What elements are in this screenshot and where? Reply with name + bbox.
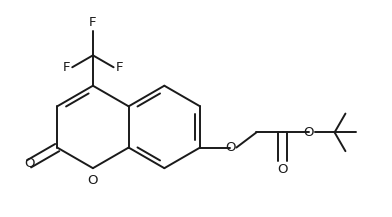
Text: F: F: [63, 61, 70, 74]
Text: O: O: [225, 141, 236, 154]
Text: F: F: [116, 61, 123, 74]
Text: O: O: [24, 157, 34, 170]
Text: F: F: [89, 16, 97, 29]
Text: O: O: [277, 163, 288, 176]
Text: O: O: [303, 126, 314, 139]
Text: O: O: [88, 174, 98, 187]
